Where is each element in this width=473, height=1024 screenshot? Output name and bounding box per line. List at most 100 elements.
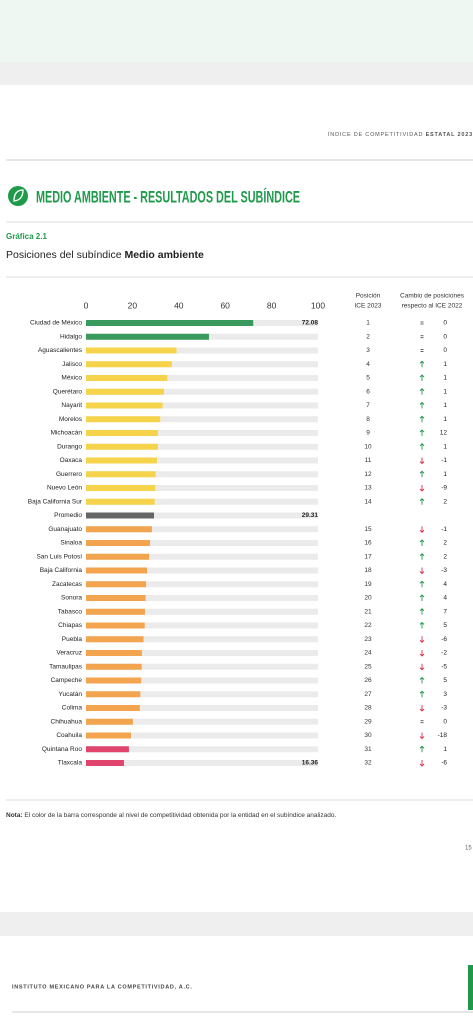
position: 2 bbox=[366, 333, 370, 340]
arrow-down bbox=[419, 526, 425, 533]
position: 29 bbox=[364, 718, 372, 725]
equal bbox=[420, 335, 424, 339]
change: -3 bbox=[441, 567, 447, 574]
change: -18 bbox=[438, 732, 448, 739]
change: 1 bbox=[443, 746, 447, 753]
arrow-down bbox=[419, 636, 425, 643]
arrow-down bbox=[419, 760, 425, 767]
arrow-down bbox=[419, 485, 425, 492]
bar bbox=[86, 581, 147, 588]
row-label: Promedio bbox=[54, 512, 82, 519]
change: -1 bbox=[441, 457, 447, 464]
equal bbox=[420, 720, 424, 724]
arrow-up bbox=[419, 580, 425, 588]
position: 24 bbox=[364, 650, 372, 657]
position: 26 bbox=[364, 677, 372, 684]
change: 7 bbox=[443, 608, 447, 615]
arrow-down bbox=[419, 663, 425, 671]
arrow-up bbox=[419, 594, 425, 601]
arrow-up bbox=[419, 676, 425, 684]
row-label: Ciudad de México bbox=[30, 320, 82, 327]
bar bbox=[86, 471, 156, 478]
bar-track bbox=[86, 567, 318, 574]
arrow-up bbox=[419, 539, 425, 546]
change: -6 bbox=[441, 760, 447, 767]
arrow-up bbox=[419, 745, 425, 753]
arrow-down bbox=[419, 705, 425, 712]
row-label: San Luis Potosí bbox=[36, 553, 82, 560]
arrow-down bbox=[419, 567, 425, 575]
bar bbox=[86, 430, 158, 436]
row-label: Querétaro bbox=[53, 388, 83, 395]
row-label: Tabasco bbox=[58, 608, 83, 615]
position: 6 bbox=[366, 388, 370, 395]
arrow-up bbox=[419, 621, 425, 629]
bar bbox=[86, 320, 254, 326]
gap bbox=[0, 912, 473, 936]
x-tick-label: 0 bbox=[84, 300, 89, 310]
bar bbox=[86, 388, 164, 395]
bar bbox=[86, 443, 158, 450]
row-label: Quintana Roo bbox=[42, 746, 82, 753]
arrow-up bbox=[419, 690, 425, 698]
row-label: Oaxaca bbox=[60, 457, 83, 464]
position: 22 bbox=[364, 622, 372, 629]
position: 8 bbox=[366, 416, 370, 423]
position: 25 bbox=[364, 663, 372, 670]
row-label: Michoacán bbox=[51, 430, 83, 437]
bar bbox=[86, 512, 154, 519]
arrow-up bbox=[419, 415, 425, 423]
arrow-up bbox=[419, 388, 425, 395]
position: 23 bbox=[364, 636, 372, 643]
icon bbox=[8, 186, 28, 206]
bar bbox=[86, 677, 142, 684]
change: 1 bbox=[443, 361, 447, 368]
column-header: Posición bbox=[356, 293, 381, 300]
bar-track bbox=[86, 622, 318, 629]
bar bbox=[86, 622, 145, 629]
position: 4 bbox=[366, 361, 370, 368]
change: 2 bbox=[443, 553, 447, 560]
row-label: Chiapas bbox=[58, 622, 83, 629]
change: 12 bbox=[440, 430, 448, 437]
position: 28 bbox=[364, 705, 372, 712]
change: 0 bbox=[443, 718, 447, 725]
change: -5 bbox=[441, 663, 447, 670]
bar bbox=[86, 608, 145, 615]
value-label: 16.36 bbox=[302, 760, 319, 767]
position: 1 bbox=[366, 320, 370, 327]
position: 21 bbox=[364, 608, 372, 615]
bar-track bbox=[86, 760, 318, 766]
bar-track bbox=[86, 402, 318, 409]
change: -9 bbox=[441, 485, 447, 492]
arrow-up bbox=[419, 470, 425, 478]
position: 27 bbox=[364, 691, 372, 698]
arrow-up bbox=[419, 498, 425, 505]
value-label: 72.08 bbox=[302, 320, 319, 327]
bar-track bbox=[86, 347, 318, 354]
position: 18 bbox=[364, 567, 372, 574]
bar-track bbox=[86, 636, 318, 643]
change: 1 bbox=[443, 402, 447, 409]
position: 17 bbox=[364, 553, 372, 560]
row-label: Nayarit bbox=[61, 402, 82, 409]
row-label: Yucatán bbox=[59, 691, 83, 698]
equal bbox=[420, 349, 424, 352]
position: 16 bbox=[364, 540, 372, 547]
position: 13 bbox=[364, 485, 372, 492]
bar-track bbox=[86, 471, 318, 478]
arrow-down bbox=[419, 457, 425, 465]
page-number: 15 bbox=[465, 846, 472, 852]
row-label: Baja California bbox=[40, 567, 83, 574]
change: 1 bbox=[443, 416, 447, 423]
bar bbox=[86, 718, 133, 725]
row-label: Chihuahua bbox=[51, 718, 83, 725]
bar bbox=[86, 760, 124, 766]
bar-track bbox=[86, 691, 318, 698]
bar bbox=[86, 691, 141, 698]
bar-track bbox=[86, 430, 318, 436]
bar bbox=[86, 553, 150, 560]
x-tick-label: 60 bbox=[220, 300, 230, 310]
bar bbox=[86, 498, 155, 505]
